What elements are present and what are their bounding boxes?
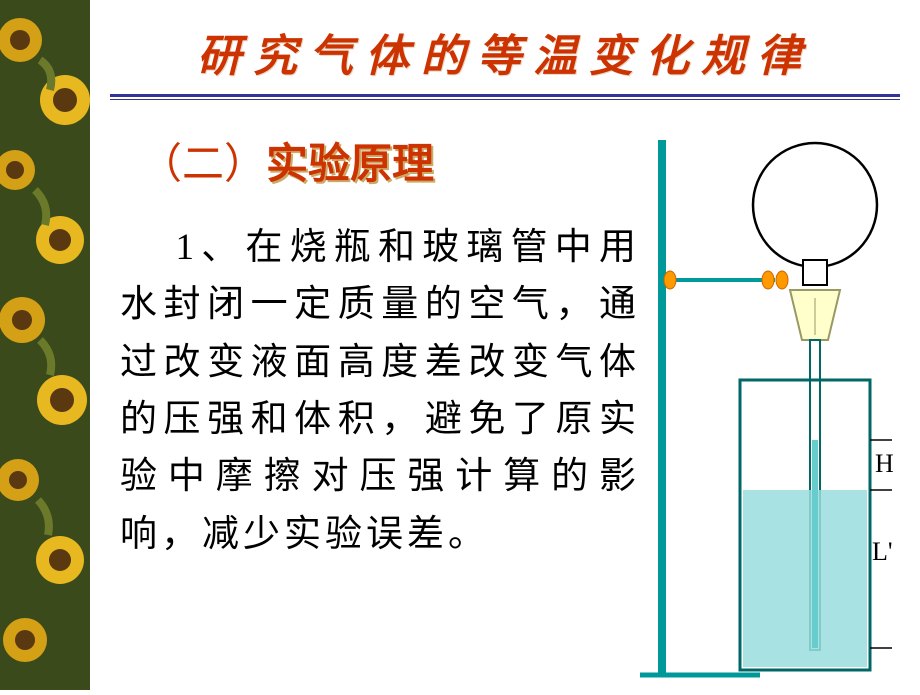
slide-title: 研究气体的等温变化规律	[90, 0, 920, 88]
svg-text:H: H	[875, 449, 894, 478]
apparatus-diagram: H L'	[640, 140, 900, 680]
heading-text: 实验原理	[266, 140, 434, 187]
heading-number: （二）	[140, 140, 266, 187]
slide-content: 研究气体的等温变化规律 （二）实验原理 1、在烧瓶和玻璃管中用水封闭一定质量的空…	[90, 0, 920, 690]
body-paragraph: 1、在烧瓶和玻璃管中用水封闭一定质量的空气，通过改变液面高度差改变气体的压强和体…	[120, 219, 640, 563]
decorative-sidebar	[0, 0, 90, 690]
title-underline	[110, 94, 900, 100]
svg-text:L': L'	[872, 537, 893, 566]
